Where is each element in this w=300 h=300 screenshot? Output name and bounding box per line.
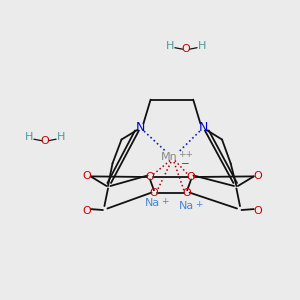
Text: O: O bbox=[253, 171, 262, 182]
Text: O: O bbox=[146, 172, 154, 182]
Text: H: H bbox=[166, 41, 175, 51]
Text: O: O bbox=[82, 206, 91, 217]
Text: O: O bbox=[183, 188, 192, 198]
Text: ++: ++ bbox=[178, 150, 193, 159]
Text: H: H bbox=[56, 132, 65, 142]
Text: H: H bbox=[197, 41, 206, 51]
Text: +: + bbox=[161, 197, 169, 206]
Text: O: O bbox=[82, 171, 91, 182]
Text: Mn: Mn bbox=[161, 152, 178, 163]
Text: +: + bbox=[195, 200, 203, 209]
Text: H: H bbox=[25, 132, 34, 142]
Text: N: N bbox=[199, 121, 208, 134]
Text: O: O bbox=[182, 44, 190, 55]
Text: Na: Na bbox=[179, 201, 194, 211]
Text: O: O bbox=[253, 206, 262, 217]
Text: O: O bbox=[149, 188, 158, 198]
Text: O: O bbox=[187, 172, 196, 182]
Text: Na: Na bbox=[146, 198, 160, 208]
Text: O: O bbox=[40, 136, 50, 146]
Text: −: − bbox=[181, 158, 190, 169]
Text: N: N bbox=[136, 121, 145, 134]
